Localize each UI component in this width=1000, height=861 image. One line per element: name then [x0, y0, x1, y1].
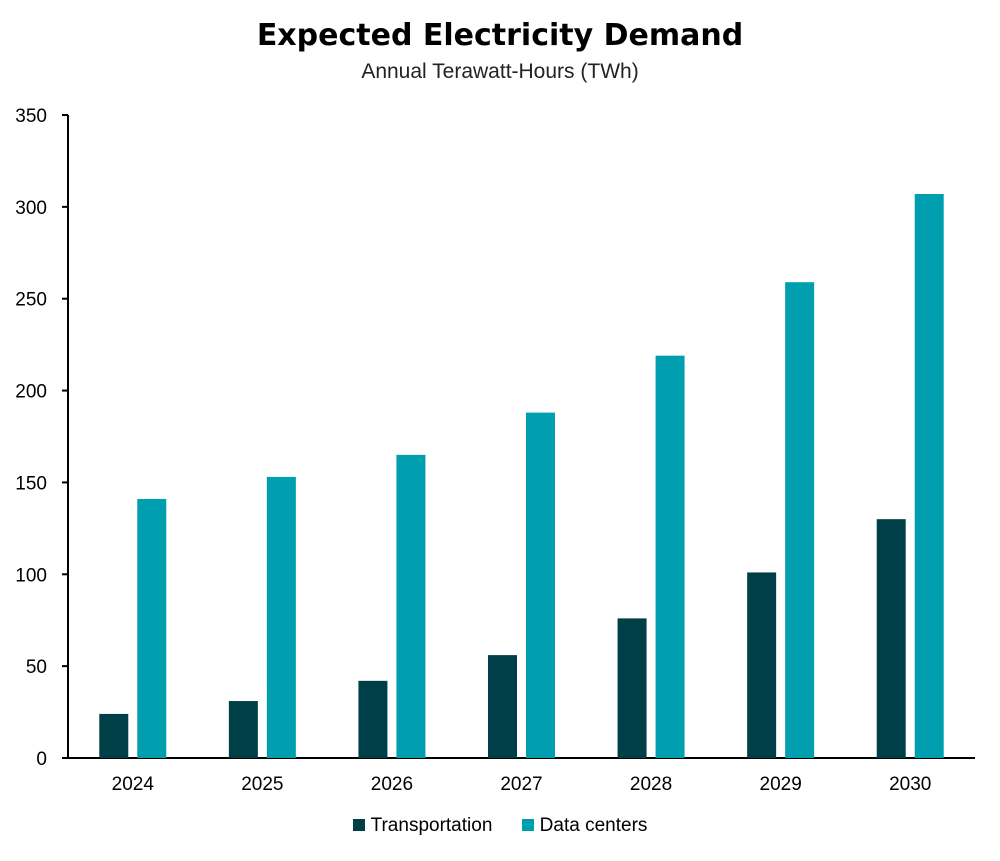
bar-transportation-2024 — [99, 713, 129, 758]
x-tick-label: 2028 — [630, 774, 672, 795]
bars — [99, 193, 944, 759]
bar-transportation-2028 — [617, 618, 647, 758]
bar-transportation-2027 — [488, 655, 517, 758]
y-tick-label: 350 — [15, 106, 47, 127]
legend-label-data-centers: Data centers — [539, 815, 648, 836]
bar-data-centers-2026 — [396, 454, 426, 758]
x-axis: 2024 2025 2026 2027 2028 2029 2030 — [68, 757, 975, 795]
bar-transportation-2030 — [876, 519, 906, 758]
chart-title: Expected Electricity Demand — [256, 18, 744, 53]
x-tick-label: 2025 — [241, 774, 283, 795]
legend-swatch-data-centers — [521, 819, 534, 831]
bar-data-centers-2027 — [526, 412, 555, 758]
x-tick-label: 2024 — [112, 774, 155, 795]
x-tick-label: 2030 — [889, 774, 931, 795]
y-tick-label: 250 — [15, 290, 47, 311]
legend-item-data-centers: Data centers — [521, 815, 648, 837]
bar-transportation-2029 — [747, 572, 777, 758]
x-tick-label: 2029 — [760, 774, 802, 795]
bar-data-centers-2030 — [914, 193, 944, 759]
legend: Transportation Data centers — [0, 815, 1000, 837]
bar-data-centers-2024 — [137, 498, 167, 758]
x-tick-label: 2027 — [500, 774, 542, 795]
legend-item-transportation: Transportation — [352, 815, 493, 837]
y-tick-label: 300 — [15, 198, 47, 219]
y-axis: 0 50 100 150 200 250 300 350 — [15, 106, 69, 770]
legend-swatch-transportation — [352, 819, 365, 831]
bar-data-centers-2025 — [266, 476, 296, 758]
legend-label-transportation: Transportation — [370, 815, 493, 836]
bar-data-centers-2029 — [785, 282, 815, 758]
bar-transportation-2026 — [358, 680, 388, 758]
y-tick-label: 200 — [15, 382, 47, 403]
bar-transportation-2025 — [228, 701, 258, 758]
chart-subtitle: Annual Terawatt-Hours (TWh) — [361, 60, 639, 83]
y-tick-label: 50 — [26, 657, 47, 678]
bar-data-centers-2028 — [655, 355, 685, 758]
y-tick-label: 150 — [15, 473, 47, 494]
y-tick-label: 100 — [15, 565, 47, 586]
y-tick-label: 0 — [36, 749, 47, 770]
x-tick-label: 2026 — [371, 774, 413, 795]
